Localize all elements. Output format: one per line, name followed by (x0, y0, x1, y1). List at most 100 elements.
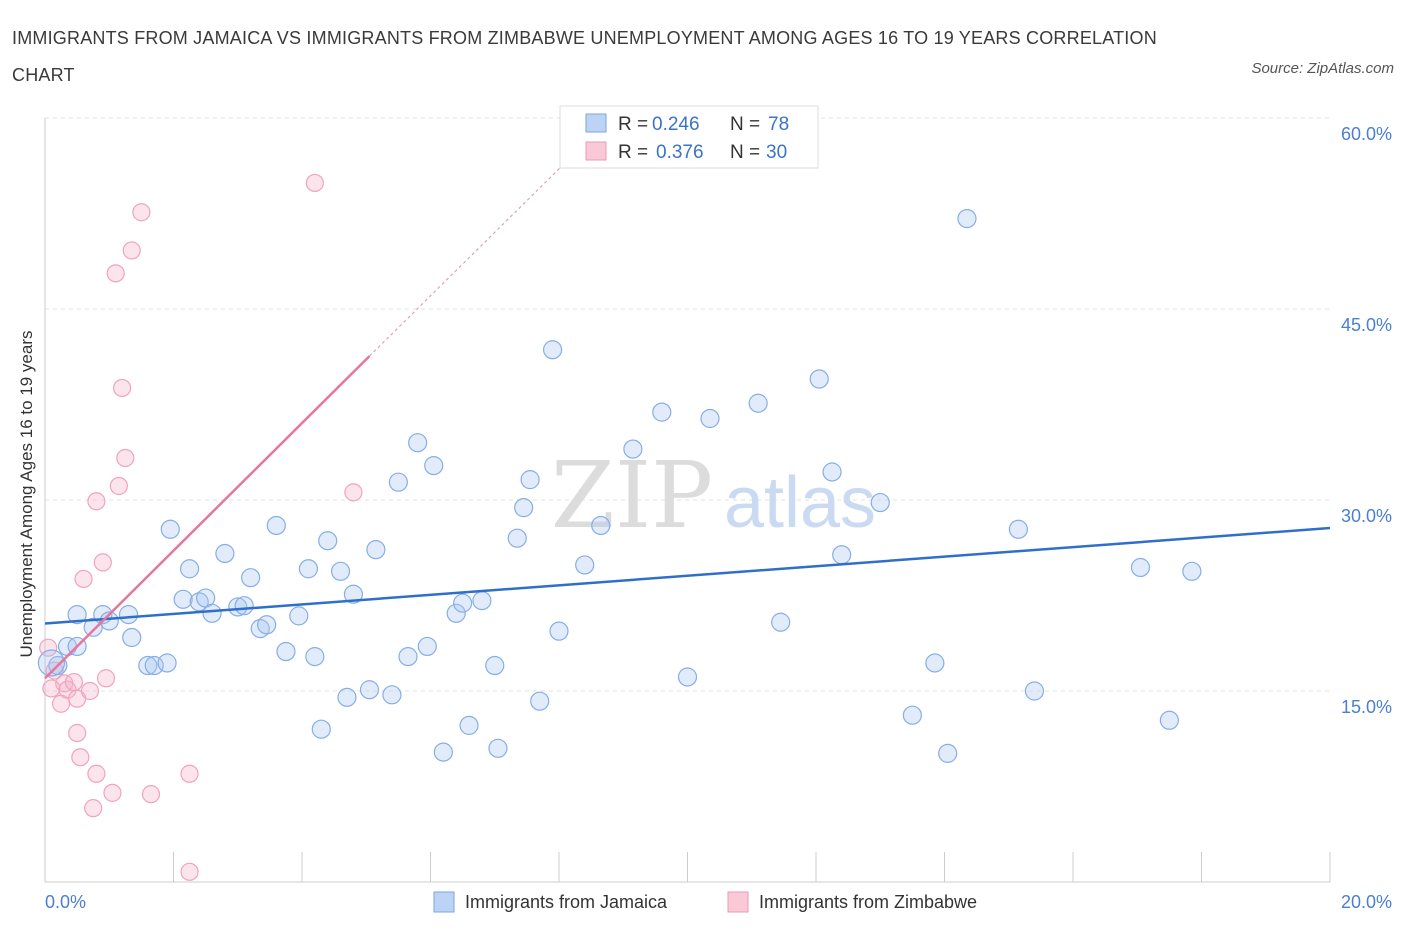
data-point-jamaica (311, 719, 331, 739)
data-point-jamaica-cluster (37, 649, 66, 677)
data-point-jamaica (1130, 557, 1151, 578)
data-point-jamaica (925, 653, 945, 673)
data-point-jamaica (215, 543, 235, 564)
data-point-jamaica (507, 528, 527, 548)
data-point-jamaica (257, 615, 277, 635)
data-point-jamaica (122, 627, 142, 648)
data-point-jamaica (343, 584, 363, 604)
data-point-jamaica (822, 462, 842, 482)
data-point-jamaica (542, 340, 563, 360)
data-point-jamaica (700, 408, 720, 429)
data-point-zimbabwe (74, 569, 93, 589)
data-point-jamaica (832, 545, 852, 565)
data-point-jamaica (530, 691, 550, 711)
data-point-jamaica (118, 604, 139, 625)
data-point-zimbabwe (93, 553, 112, 572)
data-point-jamaica (179, 559, 200, 579)
data-point-jamaica (408, 433, 428, 453)
y-tick-label: 15.0% (1341, 697, 1392, 717)
data-point-zimbabwe (103, 783, 122, 802)
x-tick-label: 20.0% (1341, 892, 1392, 912)
data-point-zimbabwe (112, 378, 132, 398)
data-point-zimbabwe (87, 764, 106, 783)
data-point-jamaica (902, 705, 922, 725)
legend-r-value-zimbabwe: 0.376 (656, 142, 704, 163)
y-tick-label: 60.0% (1341, 124, 1392, 144)
data-point-jamaica (1024, 681, 1045, 701)
data-point-jamaica (417, 636, 437, 657)
y-tick-label: 30.0% (1341, 506, 1392, 526)
legend-n-value-zimbabwe: 30 (766, 142, 787, 163)
data-point-jamaica (298, 559, 319, 579)
data-point-jamaica (1159, 710, 1179, 730)
data-point-zimbabwe (68, 723, 87, 743)
x-tick-labels: 0.0% 20.0% (45, 892, 1392, 912)
legend-n-label-zimbabwe: N = (730, 142, 760, 163)
data-point-jamaica (234, 596, 254, 616)
bottom-legend-swatch-zimbabwe (727, 891, 749, 913)
data-point-jamaica (549, 621, 569, 641)
x-ticks (173, 852, 1331, 882)
y-tick-labels: 15.0% 30.0% 45.0% 60.0% (1341, 124, 1392, 717)
bottom-legend-swatch-jamaica (433, 891, 455, 913)
data-point-jamaica (337, 687, 357, 707)
legend-r-label-jamaica: R = (618, 114, 648, 135)
data-point-jamaica (453, 593, 473, 613)
data-point-zimbabwe (109, 476, 128, 496)
data-point-jamaica (266, 515, 286, 536)
data-point-jamaica (202, 603, 222, 623)
data-point-zimbabwe (122, 241, 141, 260)
data-point-jamaica (575, 555, 595, 575)
data-point-jamaica (318, 531, 338, 551)
data-point-zimbabwe (180, 862, 199, 881)
data-point-jamaica (623, 439, 643, 459)
data-point-jamaica (138, 655, 158, 676)
x-tick-label: 0.0% (45, 892, 86, 912)
series-zimbabwe-points (39, 173, 363, 881)
legend-r-value-jamaica: 0.246 (652, 114, 700, 135)
data-point-jamaica (228, 597, 248, 617)
data-point-zimbabwe (106, 264, 125, 283)
bottom-legend-label-jamaica: Immigrants from Jamaica (465, 892, 668, 912)
data-point-jamaica (67, 604, 87, 625)
data-point-zimbabwe (84, 799, 103, 818)
data-point-jamaica (366, 540, 386, 560)
legend-n-value-jamaica: 78 (768, 114, 789, 135)
legend-swatch-zimbabwe (585, 141, 607, 161)
correlation-legend: R = 0.246 N = 78 R = 0.376 N = 30 (559, 105, 819, 169)
trend-line-zimbabwe-extension (369, 155, 573, 357)
data-point-zimbabwe (180, 764, 199, 783)
chart-title: IMMIGRANTS FROM JAMAICA VS IMMIGRANTS FR… (12, 28, 1157, 85)
data-point-jamaica (748, 393, 768, 413)
data-point-jamaica (514, 498, 534, 518)
data-point-jamaica (424, 456, 444, 476)
data-point-zimbabwe (305, 173, 324, 193)
data-point-jamaica (388, 472, 408, 492)
bottom-legend-label-zimbabwe: Immigrants from Zimbabwe (759, 892, 977, 912)
trend-line-jamaica (44, 526, 1331, 625)
data-point-jamaica (241, 568, 261, 588)
data-point-jamaica (472, 590, 492, 611)
series-legend: Immigrants from Jamaica Immigrants from … (433, 891, 977, 913)
series-jamaica-points (37, 208, 1202, 763)
data-point-jamaica (99, 611, 119, 631)
data-point-jamaica (809, 369, 829, 389)
data-point-zimbabwe (64, 672, 84, 692)
data-point-jamaica (359, 680, 380, 700)
data-point-zimbabwe (96, 669, 116, 688)
legend-swatch-jamaica (585, 113, 607, 133)
y-axis-title: Unemployment Among Ages 16 to 19 years (17, 331, 36, 658)
data-point-jamaica (398, 647, 418, 667)
data-point-jamaica (652, 402, 672, 422)
watermark-atlas: atlas (724, 463, 876, 543)
data-point-zimbabwe (80, 681, 100, 701)
legend-r-label-zimbabwe: R = (618, 142, 648, 163)
data-point-zimbabwe (116, 448, 135, 468)
y-tick-label: 45.0% (1341, 315, 1392, 335)
data-point-jamaica (433, 742, 453, 762)
data-point-jamaica (330, 561, 351, 581)
data-point-jamaica (446, 603, 466, 623)
data-point-jamaica (591, 515, 611, 536)
data-point-zimbabwe (344, 483, 363, 502)
